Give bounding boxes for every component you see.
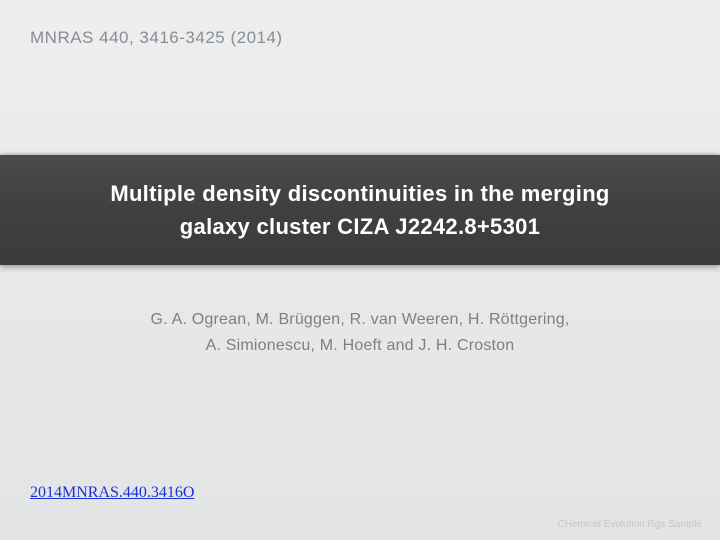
- watermark-text: CHemical Evolution Rgs Sample: [557, 519, 702, 530]
- authors-line-1: G. A. Ogrean, M. Brüggen, R. van Weeren,…: [0, 307, 720, 333]
- journal-reference: MNRAS 440, 3416-3425 (2014): [30, 28, 283, 48]
- title-band: Multiple density discontinuities in the …: [0, 155, 720, 265]
- title-line-2: galaxy cluster CIZA J2242.8+5301: [180, 210, 540, 243]
- authors-line-2: A. Simionescu, M. Hoeft and J. H. Crosto…: [0, 333, 720, 359]
- authors-block: G. A. Ogrean, M. Brüggen, R. van Weeren,…: [0, 307, 720, 360]
- title-line-1: Multiple density discontinuities in the …: [110, 177, 609, 210]
- bibcode-link[interactable]: 2014MNRAS.440.3416O: [30, 484, 194, 502]
